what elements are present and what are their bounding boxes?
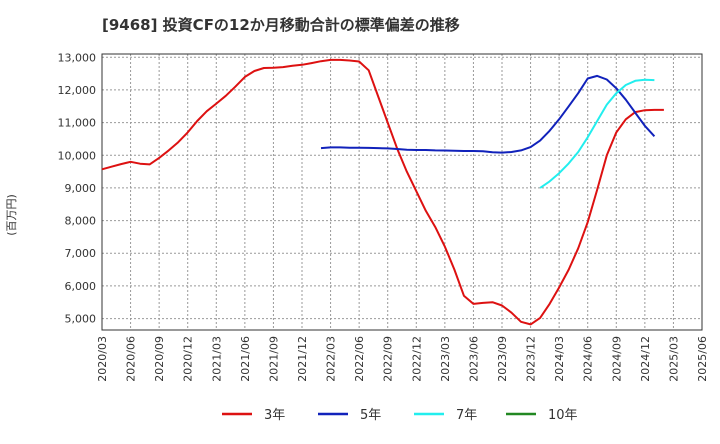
y-tick-label: 12,000	[58, 84, 97, 97]
x-axis-ticks: 2020/03 2020/06 2020/09 2020/12 2021/03 2021/…	[96, 336, 709, 382]
y-tick-label: 7,000	[65, 247, 97, 260]
chart-title: [9468] 投資CFの12か月移動合計の標準偏差の推移	[102, 16, 460, 34]
x-tick-label: 2022/12	[410, 336, 423, 382]
x-tick-label: 2025/03	[667, 336, 680, 382]
x-tick-label: 2023/03	[439, 336, 452, 382]
x-tick-label: 2020/03	[96, 336, 109, 382]
y-tick-label: 11,000	[58, 117, 97, 130]
series-line	[539, 78, 655, 189]
y-tick-label: 6,000	[65, 280, 97, 293]
y-tick-label: 8,000	[65, 215, 97, 228]
legend-label: 10年	[548, 408, 578, 423]
y-axis-ticks: 5,000 6,000 7,000 8,000 9,000 10,000 11,000 12,…	[58, 51, 97, 325]
legend-label: 5年	[360, 408, 381, 423]
series-lines	[101, 58, 664, 326]
x-tick-label: 2021/03	[210, 336, 223, 382]
x-tick-label: 2024/03	[553, 336, 566, 382]
y-tick-label: 13,000	[58, 51, 97, 64]
x-tick-label: 2022/03	[325, 336, 338, 382]
y-axis-label: (百万円)	[5, 194, 18, 236]
x-tick-label: 2021/09	[267, 336, 280, 382]
x-tick-label: 2023/09	[496, 336, 509, 382]
y-tick-label: 5,000	[65, 313, 97, 326]
y-tick-label: 9,000	[65, 182, 97, 195]
grid	[101, 54, 703, 330]
x-tick-label: 2022/06	[353, 336, 366, 382]
legend-label: 7年	[456, 408, 477, 423]
series-line	[101, 58, 664, 326]
legend: 3年 5年 7年 10年	[222, 408, 578, 423]
x-tick-label: 2022/09	[382, 336, 395, 382]
plot-area	[101, 53, 703, 331]
x-tick-label: 2020/12	[182, 336, 195, 382]
x-tick-label: 2025/06	[696, 336, 709, 382]
y-tick-label: 10,000	[58, 149, 97, 162]
x-tick-label: 2020/09	[153, 336, 166, 382]
legend-label: 3年	[264, 408, 285, 423]
x-tick-label: 2024/09	[610, 336, 623, 382]
x-tick-label: 2023/06	[467, 336, 480, 382]
x-tick-label: 2023/12	[525, 336, 538, 382]
x-tick-label: 2020/06	[125, 336, 138, 382]
x-tick-label: 2024/06	[582, 336, 595, 382]
x-tick-label: 2021/06	[239, 336, 252, 382]
x-tick-label: 2021/12	[296, 336, 309, 382]
x-tick-label: 2024/12	[639, 336, 652, 382]
series-line	[320, 74, 656, 154]
